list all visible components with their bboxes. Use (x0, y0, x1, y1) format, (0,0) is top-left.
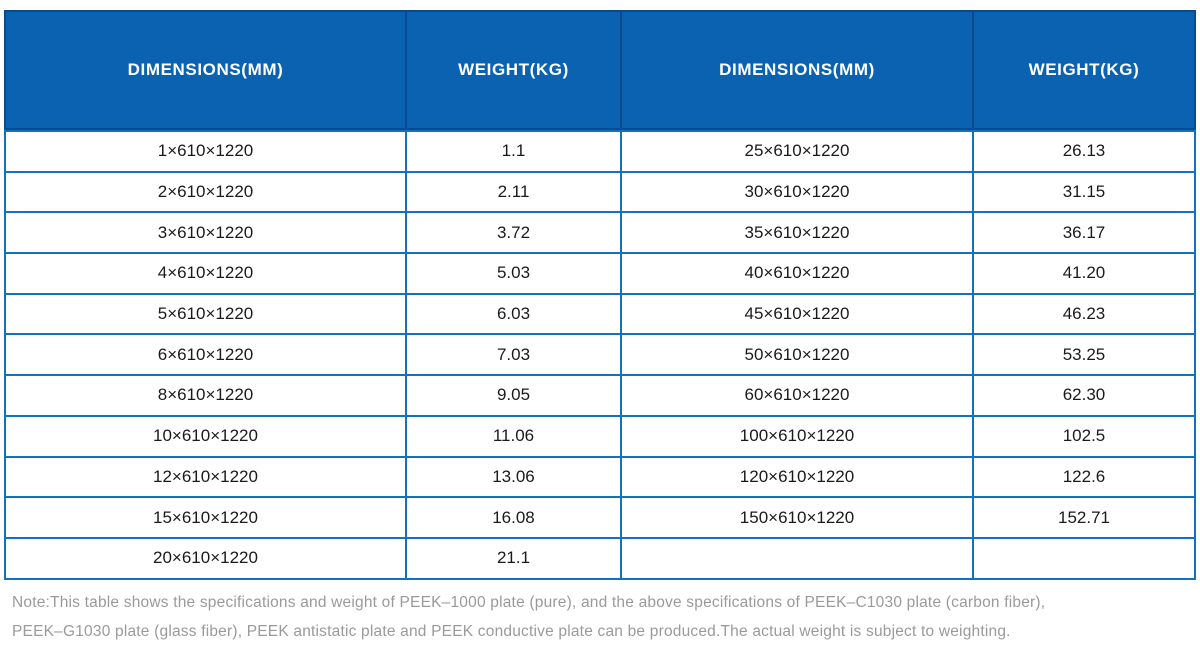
table-row: 3×610×1220 3.72 35×610×1220 36.17 (6, 213, 1194, 255)
weight-cell (972, 538, 1194, 578)
dimension-cell: 120×610×1220 (620, 457, 972, 497)
dimension-cell: 30×610×1220 (620, 172, 972, 212)
dimension-cell (620, 538, 972, 578)
table-row: 12×610×1220 13.06 120×610×1220 122.6 (6, 457, 1194, 499)
dimension-cell: 6×610×1220 (6, 335, 405, 375)
dimension-cell: 12×610×1220 (6, 457, 405, 497)
weight-cell: 3.72 (405, 213, 620, 253)
footnote-line-2: PEEK–G1030 plate (glass fiber), PEEK ant… (12, 623, 1011, 640)
table-row: 20×610×1220 21.1 (6, 538, 1194, 580)
dimension-cell: 10×610×1220 (6, 416, 405, 456)
table-row: 6×610×1220 7.03 50×610×1220 53.25 (6, 335, 1194, 377)
weight-cell: 2.11 (405, 172, 620, 212)
weight-cell: 13.06 (405, 457, 620, 497)
dimension-cell: 50×610×1220 (620, 335, 972, 375)
dimension-cell: 1×610×1220 (6, 132, 405, 171)
table-row: 4×610×1220 5.03 40×610×1220 41.20 (6, 254, 1194, 295)
weight-cell: 9.05 (405, 376, 620, 415)
table-body: 1×610×1220 1.1 25×610×1220 26.13 2×610×1220 2… (4, 130, 1196, 580)
peek-plate-spec-table: DIMENSIONS(MM) WEIGHT(KG) DIMENSIONS(MM)… (4, 10, 1196, 580)
table-footnote: Note:This table shows the specifications… (12, 588, 1192, 646)
weight-cell: 1.1 (405, 132, 620, 171)
table-row: 8×610×1220 9.05 60×610×1220 62.30 (6, 376, 1194, 417)
dimension-cell: 2×610×1220 (6, 172, 405, 212)
weight-cell: 11.06 (405, 416, 620, 456)
weight-cell: 26.13 (972, 132, 1194, 171)
weight-cell: 5.03 (405, 254, 620, 293)
weight-cell: 41.20 (972, 254, 1194, 293)
table-row: 10×610×1220 11.06 100×610×1220 102.5 (6, 416, 1194, 458)
table-row: 5×610×1220 6.03 45×610×1220 46.23 (6, 294, 1194, 336)
table-row: 15×610×1220 16.08 150×610×1220 152.71 (6, 498, 1194, 539)
dimension-cell: 8×610×1220 (6, 376, 405, 415)
weight-cell: 31.15 (972, 172, 1194, 212)
weight-cell: 36.17 (972, 213, 1194, 253)
dimension-cell: 15×610×1220 (6, 498, 405, 537)
dimension-cell: 45×610×1220 (620, 294, 972, 334)
column-header-dimensions-left: DIMENSIONS(MM) (127, 60, 284, 79)
table-row: 1×610×1220 1.1 25×610×1220 26.13 (6, 132, 1194, 173)
dimension-cell: 5×610×1220 (6, 294, 405, 334)
dimension-cell: 40×610×1220 (620, 254, 972, 293)
column-header-dimensions-right: DIMENSIONS(MM) (620, 12, 972, 128)
dimension-cell: 60×610×1220 (620, 376, 972, 415)
weight-cell: 53.25 (972, 335, 1194, 375)
dimension-cell: 100×610×1220 (620, 416, 972, 456)
table-row: 2×610×1220 2.11 30×610×1220 31.15 (6, 172, 1194, 214)
dimension-cell: 20×610×1220 (6, 538, 405, 578)
dimension-cell: 35×610×1220 (620, 213, 972, 253)
weight-cell: 46.23 (972, 294, 1194, 334)
dimension-cell: 150×610×1220 (620, 498, 972, 537)
footnote-line-1: Note:This table shows the specifications… (12, 594, 1046, 611)
column-header-weight-left: WEIGHT(KG) (405, 12, 620, 128)
dimension-cell: 3×610×1220 (6, 213, 405, 253)
dimension-cell: 25×610×1220 (620, 132, 972, 171)
weight-cell: 102.5 (972, 416, 1194, 456)
weight-cell: 21.1 (405, 538, 620, 578)
weight-cell: 122.6 (972, 457, 1194, 497)
column-header-weight-right: WEIGHT(KG) (972, 12, 1194, 128)
dimension-cell: 4×610×1220 (6, 254, 405, 293)
weight-cell: 62.30 (972, 376, 1194, 415)
weight-cell: 152.71 (972, 498, 1194, 537)
table-header-row: DIMENSIONS(MM) WEIGHT(KG) DIMENSIONS(MM)… (4, 10, 1196, 130)
weight-cell: 6.03 (405, 294, 620, 334)
weight-cell: 16.08 (405, 498, 620, 537)
weight-cell: 7.03 (405, 335, 620, 375)
